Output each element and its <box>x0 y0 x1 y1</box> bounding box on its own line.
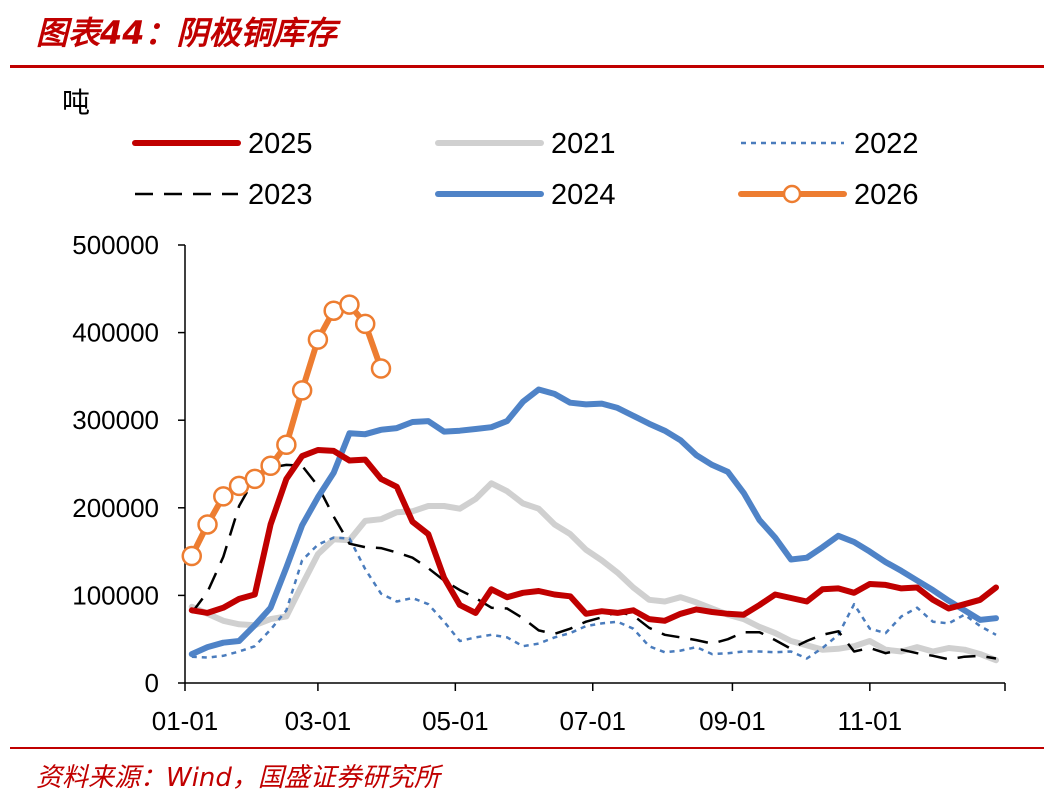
series-marker-2026 <box>197 514 218 535</box>
legend-label-2022: 2022 <box>854 128 919 160</box>
series-layer <box>181 294 999 664</box>
bottom-rule <box>10 747 1044 749</box>
y-tick-label: 200000 <box>72 493 159 523</box>
series-line-2025 <box>188 447 999 624</box>
x-tick-label: 11-01 <box>838 706 903 736</box>
series-marker-2026 <box>276 434 297 455</box>
series-marker-2026 <box>291 380 313 401</box>
legend-label-2024: 2024 <box>551 179 616 211</box>
series-marker-2026 <box>370 358 392 379</box>
y-axis-unit: 吨 <box>62 86 90 119</box>
legend: 2021 2022 2023 2024 2025 2026 <box>132 128 919 211</box>
y-tick-label: 300000 <box>72 405 159 435</box>
series-line-2024 <box>188 386 999 658</box>
series-line-2021 <box>188 480 999 664</box>
series-marker-2026 <box>244 468 266 490</box>
legend-label-2023: 2023 <box>248 179 313 211</box>
legend-label-2025: 2025 <box>248 128 313 160</box>
y-tick-label: 100000 <box>72 580 159 610</box>
legend-label-2021: 2021 <box>551 128 616 160</box>
legend-marker-2026 <box>782 184 802 204</box>
y-tick-label: 500000 <box>72 230 159 260</box>
top-rule <box>10 65 1044 68</box>
x-tick-label: 03-01 <box>285 706 352 736</box>
y-tick-label: 400000 <box>72 318 159 348</box>
series-marker-2026 <box>181 545 203 567</box>
series-line-2022 <box>191 536 997 660</box>
legend-label-2026: 2026 <box>854 179 919 211</box>
series-marker-2026 <box>354 313 376 335</box>
series-line-2023 <box>190 463 997 661</box>
x-tick-label: 01-01 <box>152 706 219 736</box>
x-tick-label: 09-01 <box>699 706 766 736</box>
series-marker-2026 <box>213 486 234 507</box>
series-marker-2026 <box>307 329 329 350</box>
series-marker-2026 <box>339 294 360 315</box>
figure-title: 图表44：阴极铜库存 <box>36 14 337 52</box>
y-axis: 0 100000 200000 300000 400000 500000 <box>72 230 186 698</box>
x-axis: 01-01 03-01 05-01 07-01 09-01 11-01 <box>152 682 1006 736</box>
series-marker-2026 <box>260 455 281 477</box>
x-tick-label: 05-01 <box>422 706 489 736</box>
series-line-2026 <box>188 301 384 559</box>
y-tick-label: 0 <box>145 668 159 698</box>
source-note: 资料来源：Wind，国盛证券研究所 <box>36 763 440 793</box>
x-tick-label: 07-01 <box>559 706 626 736</box>
